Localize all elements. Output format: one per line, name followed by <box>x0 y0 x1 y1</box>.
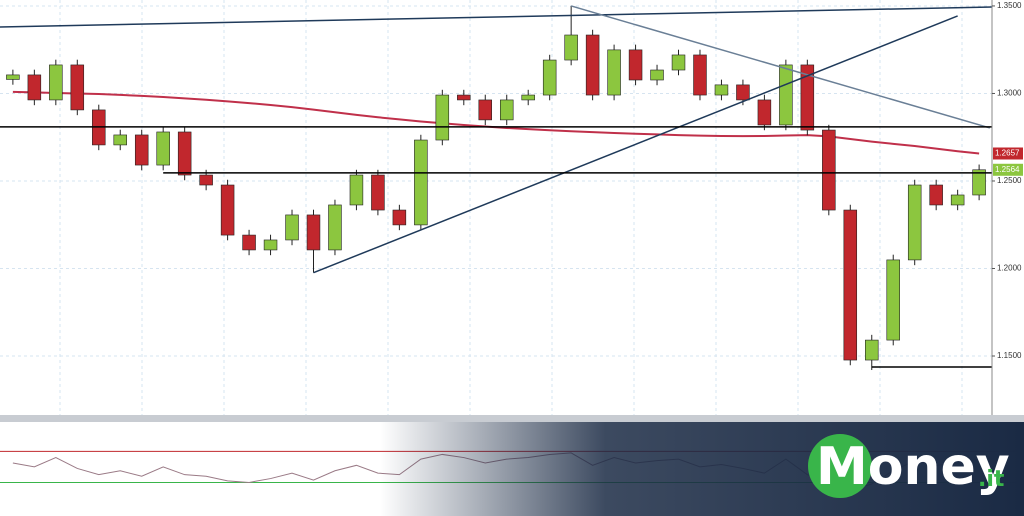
candle-body <box>49 64 63 101</box>
candle-body <box>349 174 364 206</box>
y-tick-label: 1.1500 <box>997 351 1022 360</box>
candle-body <box>865 339 879 361</box>
watermark-text: Money <box>816 437 1010 497</box>
candle-body <box>478 99 493 121</box>
price-tag-label: 1.2657 <box>995 149 1020 158</box>
y-tick-label: 1.3000 <box>997 89 1022 98</box>
candle-body <box>693 54 707 96</box>
candle-body <box>929 184 943 206</box>
watermark: Money .it <box>808 434 1010 498</box>
candle-body <box>242 234 256 251</box>
candle-body <box>306 214 321 251</box>
candle-body <box>714 84 729 96</box>
candle-body <box>435 94 450 141</box>
candle-body <box>822 129 836 211</box>
candle-body <box>800 64 815 131</box>
drawn-line <box>0 6 992 28</box>
candle-body <box>392 209 407 226</box>
plot-area <box>0 0 992 415</box>
candle-body <box>27 74 42 101</box>
candle-body <box>177 131 192 176</box>
drawn-line <box>570 5 991 129</box>
candle-body <box>736 84 750 101</box>
y-tick-label: 1.2000 <box>997 264 1022 273</box>
candle-body <box>220 184 235 236</box>
candle-body <box>607 49 621 96</box>
candle-body <box>585 34 600 96</box>
drawn-line <box>313 15 958 274</box>
candle-body <box>113 134 127 146</box>
logo-circle <box>808 434 872 498</box>
candle-body <box>886 259 900 341</box>
candle-body <box>263 239 278 251</box>
watermark-band <box>380 422 1024 516</box>
price-tag <box>993 163 1023 176</box>
candle-body <box>843 209 858 361</box>
candle-body <box>499 99 514 121</box>
candle-body <box>6 74 20 80</box>
candle-body <box>628 49 643 81</box>
candle-body <box>414 139 428 226</box>
panel-divider <box>0 415 1024 422</box>
candle-body <box>199 174 213 186</box>
candle-body <box>779 64 793 126</box>
watermark-suffix: .it <box>978 467 1005 492</box>
candle-body <box>950 194 965 206</box>
candle-body <box>156 131 170 166</box>
candle-body <box>907 184 922 261</box>
candle-body <box>457 94 471 101</box>
candle-body <box>564 34 578 61</box>
price-tag <box>993 147 1023 160</box>
candle-body <box>542 59 557 96</box>
candle-body <box>521 94 535 101</box>
candle-body <box>650 69 664 81</box>
candle-body <box>757 99 772 126</box>
candle-body <box>671 54 686 71</box>
candle-body <box>285 214 299 241</box>
price-tag-label: 1.2564 <box>995 165 1020 174</box>
candle-body <box>371 174 385 211</box>
y-tick-label: 1.3500 <box>997 1 1022 10</box>
candle-body <box>70 64 85 111</box>
candle-body <box>972 169 986 196</box>
candle-body <box>328 204 342 251</box>
candle-body <box>134 134 149 166</box>
y-tick-label: 1.2500 <box>997 176 1022 185</box>
